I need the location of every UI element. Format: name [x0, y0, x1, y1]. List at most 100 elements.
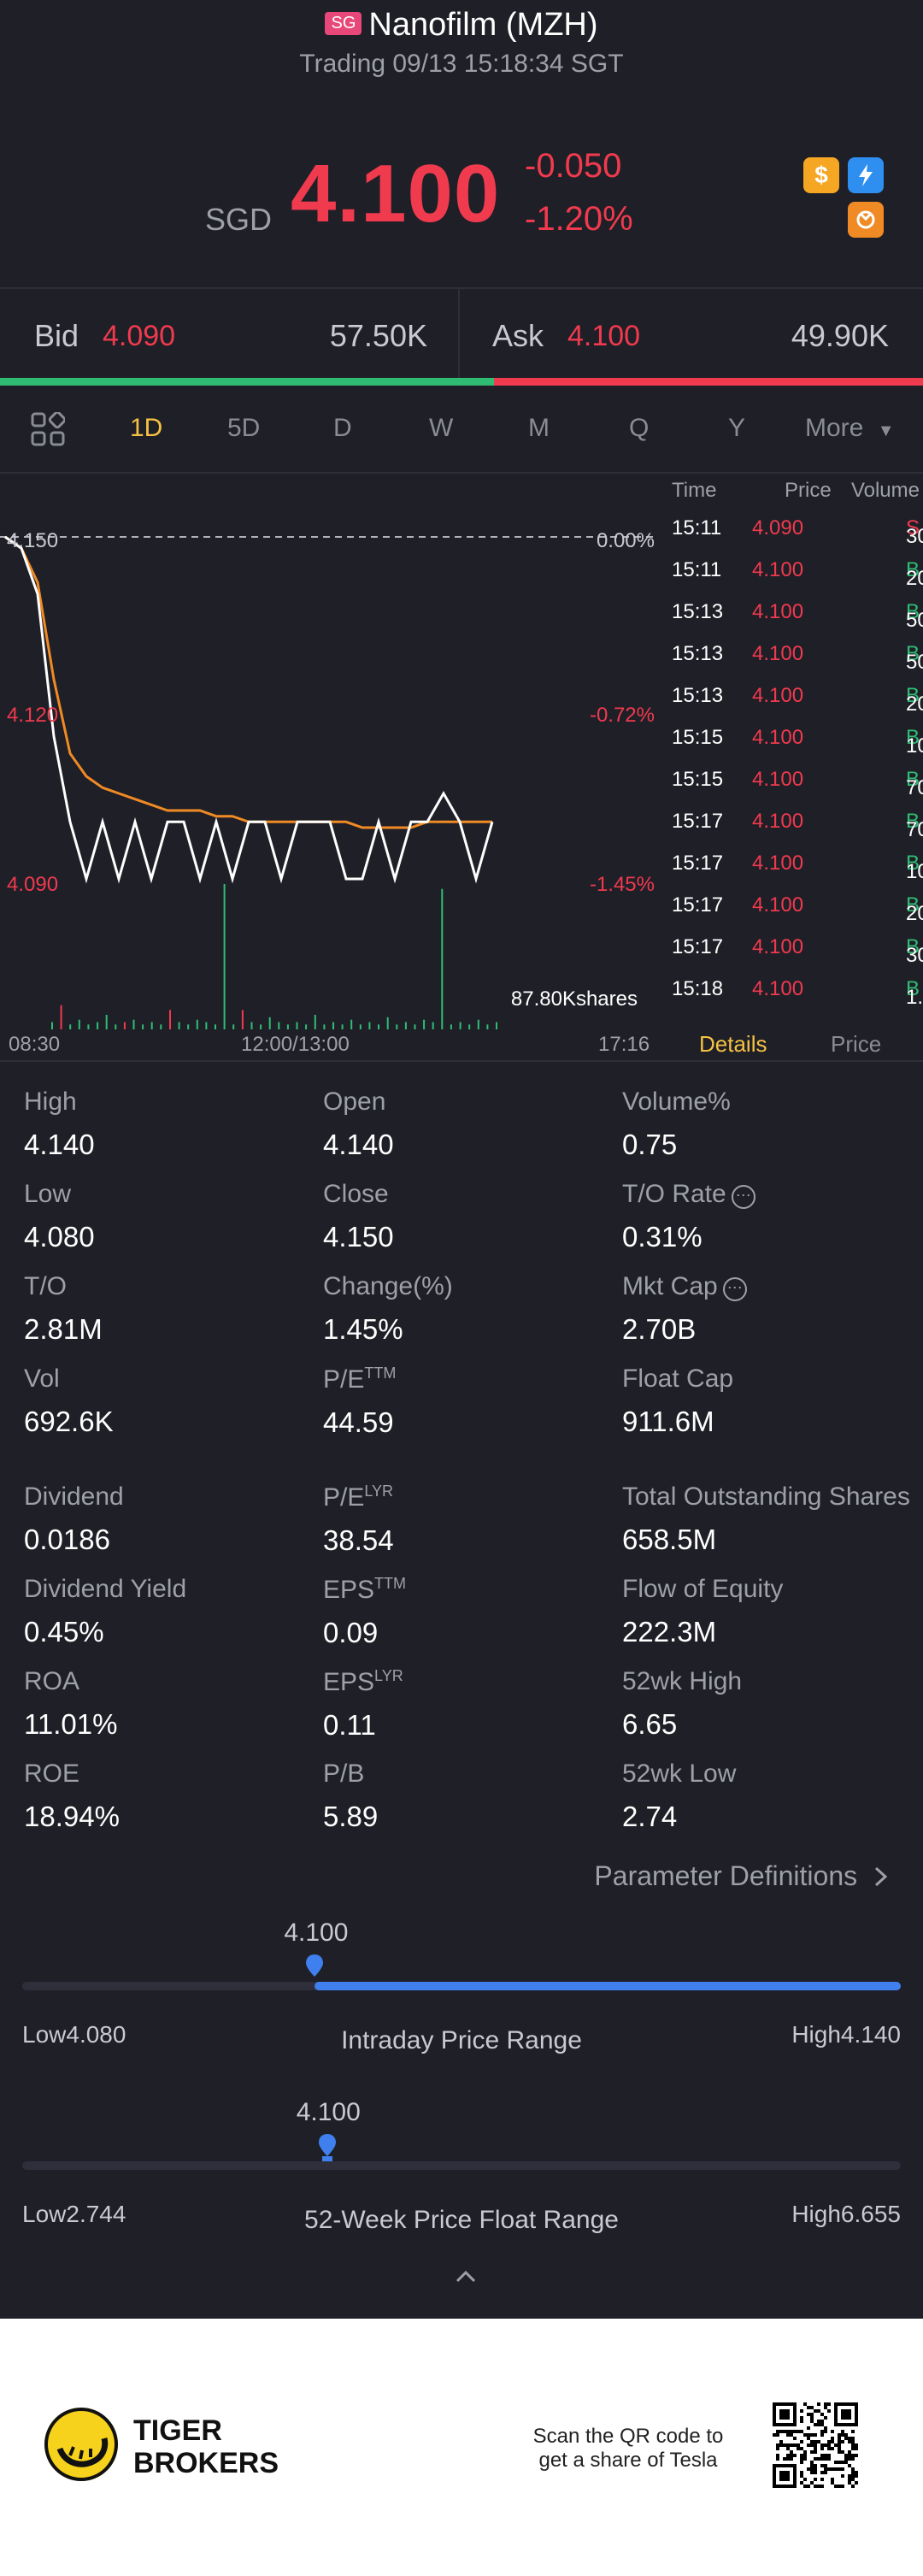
price-label-top: 4.150: [7, 529, 58, 552]
tab-details[interactable]: Details: [699, 1031, 767, 1057]
stat-value: 0.11: [323, 1709, 376, 1741]
stat-dividend: Dividend 0.0186: [24, 1483, 124, 1556]
time-tick-end: 17:16: [598, 1033, 650, 1056]
tab-d[interactable]: D: [333, 414, 352, 442]
sync-icon[interactable]: [848, 202, 884, 238]
volume-bar: [286, 1024, 289, 1029]
stat-label: Total Outstanding Shares: [622, 1483, 910, 1511]
chevron-right-icon: [873, 1860, 889, 1891]
stat-label: Mkt Cap: [622, 1272, 718, 1300]
trade-volume: 500B: [906, 642, 923, 674]
tab-q[interactable]: Q: [629, 414, 650, 442]
stat-label: T/O Rate: [622, 1180, 726, 1208]
trade-time: 15:18: [672, 977, 724, 1000]
stat-value: 1.45%: [323, 1313, 403, 1345]
trade-volume: 500B: [906, 600, 923, 632]
lightning-icon[interactable]: [848, 157, 884, 193]
bid-price: 4.090: [103, 320, 176, 352]
trade-row: 15:17 4.100 700B: [667, 801, 923, 843]
volume-bar: [278, 1022, 280, 1029]
chevron-down-icon: ▼: [877, 421, 895, 440]
tab-m[interactable]: M: [528, 414, 550, 442]
parameter-definitions-link[interactable]: Parameter Definitions: [594, 1860, 889, 1892]
tab-1d[interactable]: 1D: [130, 414, 163, 442]
intraday-chart[interactable]: 4.150 4.120 4.090 0.00% -0.72% -1.45% 87…: [0, 474, 667, 1052]
trade-row: 15:11 4.100 200B: [667, 550, 923, 592]
trade-volume: 200B: [906, 893, 923, 925]
volume-bar: [414, 1024, 416, 1029]
bid-label: Bid: [34, 318, 79, 353]
stat-label: T/O: [24, 1272, 67, 1300]
time-tick-mid: 12:00/13:00: [241, 1033, 350, 1056]
stat-value: 11.01%: [24, 1708, 118, 1740]
tab-more[interactable]: More ▼: [805, 414, 895, 443]
stat-label: Close: [323, 1180, 389, 1208]
volume-bar: [341, 1024, 344, 1029]
volume-bar: [450, 1024, 452, 1029]
ask-volume: 49.90K: [791, 318, 889, 353]
brand-line-1: TIGER: [133, 2414, 222, 2447]
volume-bar: [87, 1024, 90, 1029]
volume-bar: [160, 1024, 162, 1029]
volume-bar: [196, 1019, 198, 1029]
stat-value: 911.6M: [622, 1406, 714, 1437]
trade-volume: 100B: [906, 852, 923, 883]
grid-layout-icon[interactable]: [31, 410, 67, 453]
divider: [0, 1060, 923, 1062]
trade-row: 15:18 4.100 1.00KB: [667, 969, 923, 1011]
stat-value: 2.74: [622, 1801, 678, 1832]
stat-value: 6.65: [622, 1708, 678, 1740]
scan-line-2: get a share of Tesla: [538, 2449, 718, 2472]
info-icon[interactable]: ⋯: [731, 1185, 755, 1209]
ask-price: 4.100: [567, 320, 641, 352]
stat-high: High 4.140: [24, 1088, 95, 1161]
qr-code-icon[interactable]: [773, 2402, 858, 2488]
volume-bar: [268, 1017, 271, 1029]
stat-label: Change(%): [323, 1272, 453, 1300]
volume-bar: [260, 1024, 262, 1029]
trade-side: B: [905, 810, 920, 833]
stat-eps-ttm: EPSTTM 0.09: [323, 1575, 406, 1649]
trade-volume-value: 200: [905, 902, 923, 925]
pct-label-bottom: -1.45%: [590, 873, 655, 896]
tab-y[interactable]: Y: [728, 414, 746, 442]
stat-label: Open: [323, 1088, 386, 1116]
trade-volume: 200B: [906, 558, 923, 590]
volume-bar: [323, 1024, 326, 1029]
trade-time: 15:11: [672, 558, 722, 581]
volume-bar: [223, 884, 226, 1029]
intraday-current-label: 4.100: [284, 1919, 349, 1947]
trades-header-time: Time: [672, 479, 717, 502]
stat-label: P/E: [323, 1365, 365, 1394]
tab-price[interactable]: Price: [831, 1031, 882, 1057]
trade-volume-value: 500: [905, 609, 923, 632]
stat-label: P/B: [323, 1760, 365, 1788]
volume-bar: [378, 1024, 379, 1029]
price-change-percent: -1.20%: [525, 200, 633, 238]
stat-value: 0.31%: [622, 1221, 703, 1253]
volume-bar: [459, 1022, 462, 1029]
stat-total-shares: Total Outstanding Shares 658.5M: [622, 1483, 910, 1556]
trade-volume-value: 100: [905, 860, 923, 883]
volume-bar: [150, 1022, 153, 1029]
52-week-low: Low2.744: [22, 2201, 126, 2228]
volume-bar: [142, 1024, 144, 1029]
volume-bar: [60, 1005, 62, 1029]
trade-price: 4.100: [752, 852, 804, 875]
tab-5d[interactable]: 5D: [227, 414, 261, 442]
volume-total-label: 87.80Kshares: [511, 987, 638, 1011]
stat-pe-lyr: P/ELYR 38.54: [323, 1483, 394, 1557]
stat-label: Flow of Equity: [622, 1575, 784, 1603]
tab-w[interactable]: W: [429, 414, 454, 442]
stat-roe: ROE 18.94%: [24, 1760, 120, 1833]
volume-bar: [350, 1019, 353, 1029]
trade-side: B: [905, 726, 920, 749]
dollar-icon[interactable]: $: [803, 157, 839, 193]
stat-value: 2.70B: [622, 1313, 697, 1345]
stat-label-sup: TTM: [364, 1365, 397, 1382]
stat-to-rate: T/O Rate ⋯ 0.31%: [622, 1180, 755, 1253]
trade-price: 4.100: [752, 642, 804, 665]
info-icon[interactable]: ⋯: [722, 1277, 747, 1301]
chevron-up-icon[interactable]: [453, 2264, 479, 2290]
trade-side: B: [905, 977, 920, 1000]
